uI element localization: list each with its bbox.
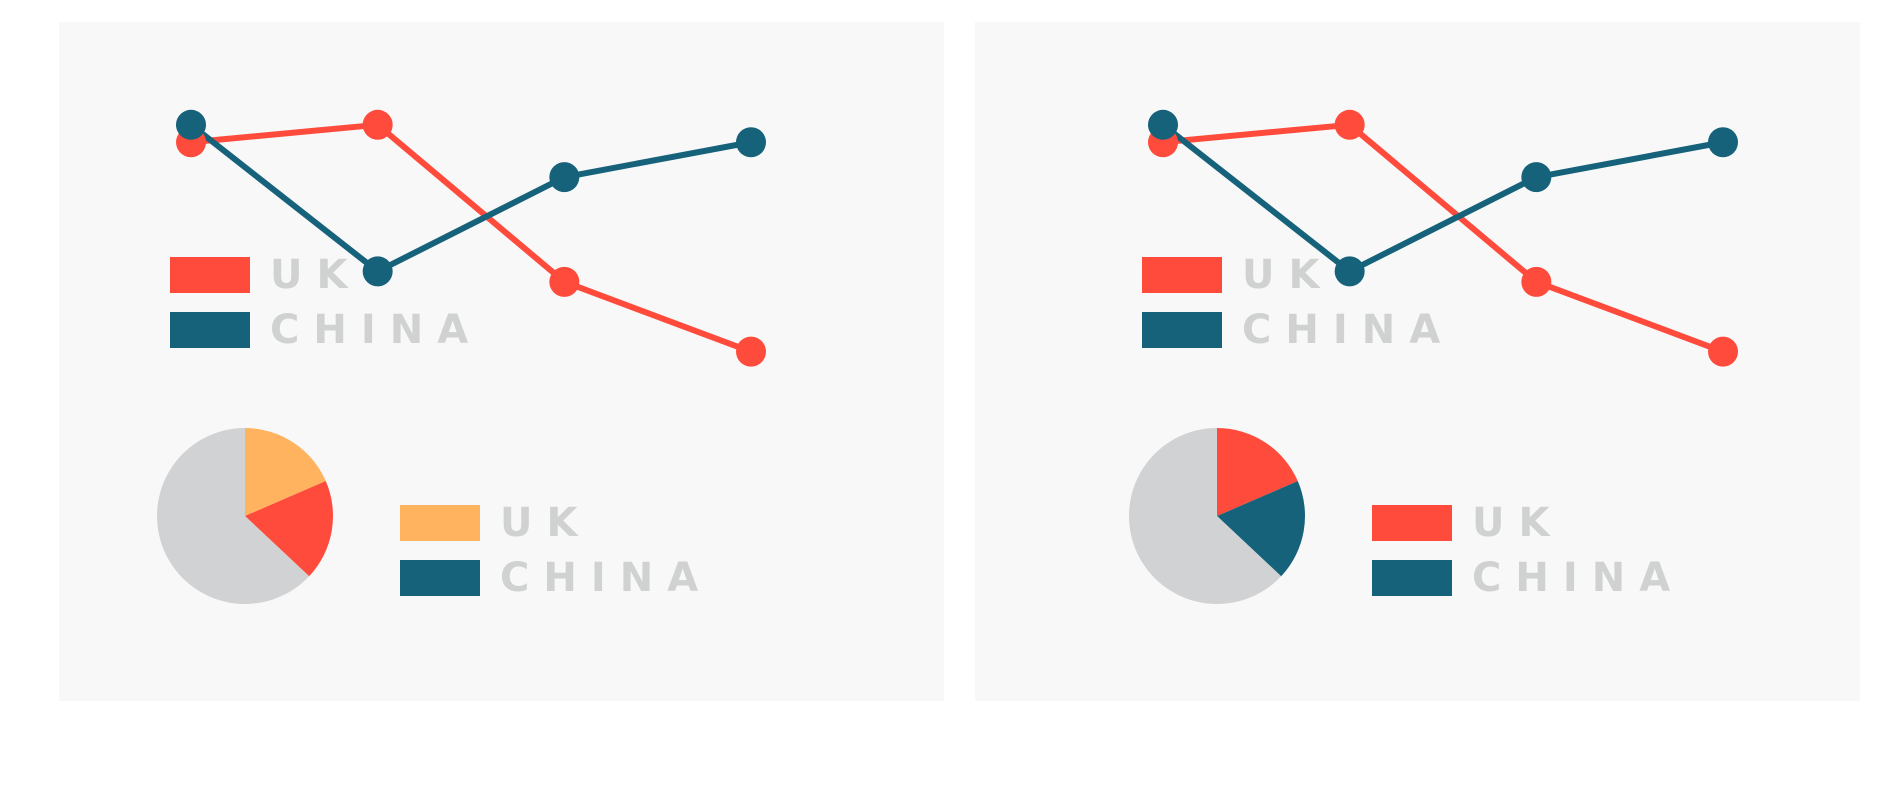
pie-legend-uk: UK xyxy=(400,500,592,546)
line-chart xyxy=(1148,109,1738,367)
line-legend-uk: UK xyxy=(1142,252,1334,298)
legend-swatch-china xyxy=(1372,560,1452,596)
pie-chart xyxy=(157,428,334,604)
pie-legend-uk: UK xyxy=(1372,500,1564,546)
data-point-china xyxy=(1708,127,1738,158)
pie-legend-china: CHINA xyxy=(400,555,713,601)
series-line-china xyxy=(189,122,752,275)
pie-slice-other xyxy=(1129,428,1282,604)
legend-label-china: CHINA xyxy=(1242,307,1455,353)
data-point-china xyxy=(1148,109,1178,140)
legend-label-china: CHINA xyxy=(500,555,713,601)
pie-slice-other xyxy=(157,428,310,604)
legend-swatch-uk xyxy=(400,505,480,541)
legend-swatch-china xyxy=(170,312,250,348)
data-point-china xyxy=(1521,162,1552,193)
legend-swatch-uk xyxy=(1372,505,1452,541)
data-point-uk xyxy=(1334,109,1365,140)
series-line-uk xyxy=(190,121,753,355)
pie-slice-china xyxy=(245,481,334,577)
data-point-uk xyxy=(362,109,393,140)
legend-label-uk: UK xyxy=(270,252,362,298)
data-point-china xyxy=(1334,256,1365,287)
series-line-china xyxy=(1161,122,1724,275)
pie-legend-china: CHINA xyxy=(1372,555,1685,601)
line-legend-china: CHINA xyxy=(1142,307,1455,353)
data-point-uk xyxy=(1521,266,1552,297)
data-point-china xyxy=(549,162,580,193)
data-point-uk xyxy=(549,266,580,297)
legend-swatch-china xyxy=(400,560,480,596)
legend-label-uk: UK xyxy=(1242,252,1334,298)
data-point-uk xyxy=(736,336,766,367)
data-point-uk xyxy=(1708,336,1738,367)
pie-chart xyxy=(1129,428,1305,604)
data-point-china xyxy=(362,256,393,287)
data-point-china xyxy=(176,109,206,140)
legend-label-china: CHINA xyxy=(1472,555,1685,601)
line-legend-uk: UK xyxy=(170,252,362,298)
series-line-uk xyxy=(1162,121,1725,355)
legend-label-uk: UK xyxy=(500,500,592,546)
chart-panel-1: UK CHINA UK CHINA xyxy=(59,22,944,701)
data-point-china xyxy=(736,127,766,158)
legend-label-uk: UK xyxy=(1472,500,1564,546)
line-legend-china: CHINA xyxy=(170,307,483,353)
legend-swatch-uk xyxy=(1142,257,1222,293)
pie-slice-uk xyxy=(1217,428,1298,516)
chart-panel-2: UK CHINA UK CHINA xyxy=(975,22,1860,701)
line-chart xyxy=(176,109,766,367)
legend-swatch-china xyxy=(1142,312,1222,348)
pie-slice-uk xyxy=(245,428,326,516)
legend-swatch-uk xyxy=(170,257,250,293)
legend-label-china: CHINA xyxy=(270,307,483,353)
pie-slice-china xyxy=(1217,481,1305,577)
